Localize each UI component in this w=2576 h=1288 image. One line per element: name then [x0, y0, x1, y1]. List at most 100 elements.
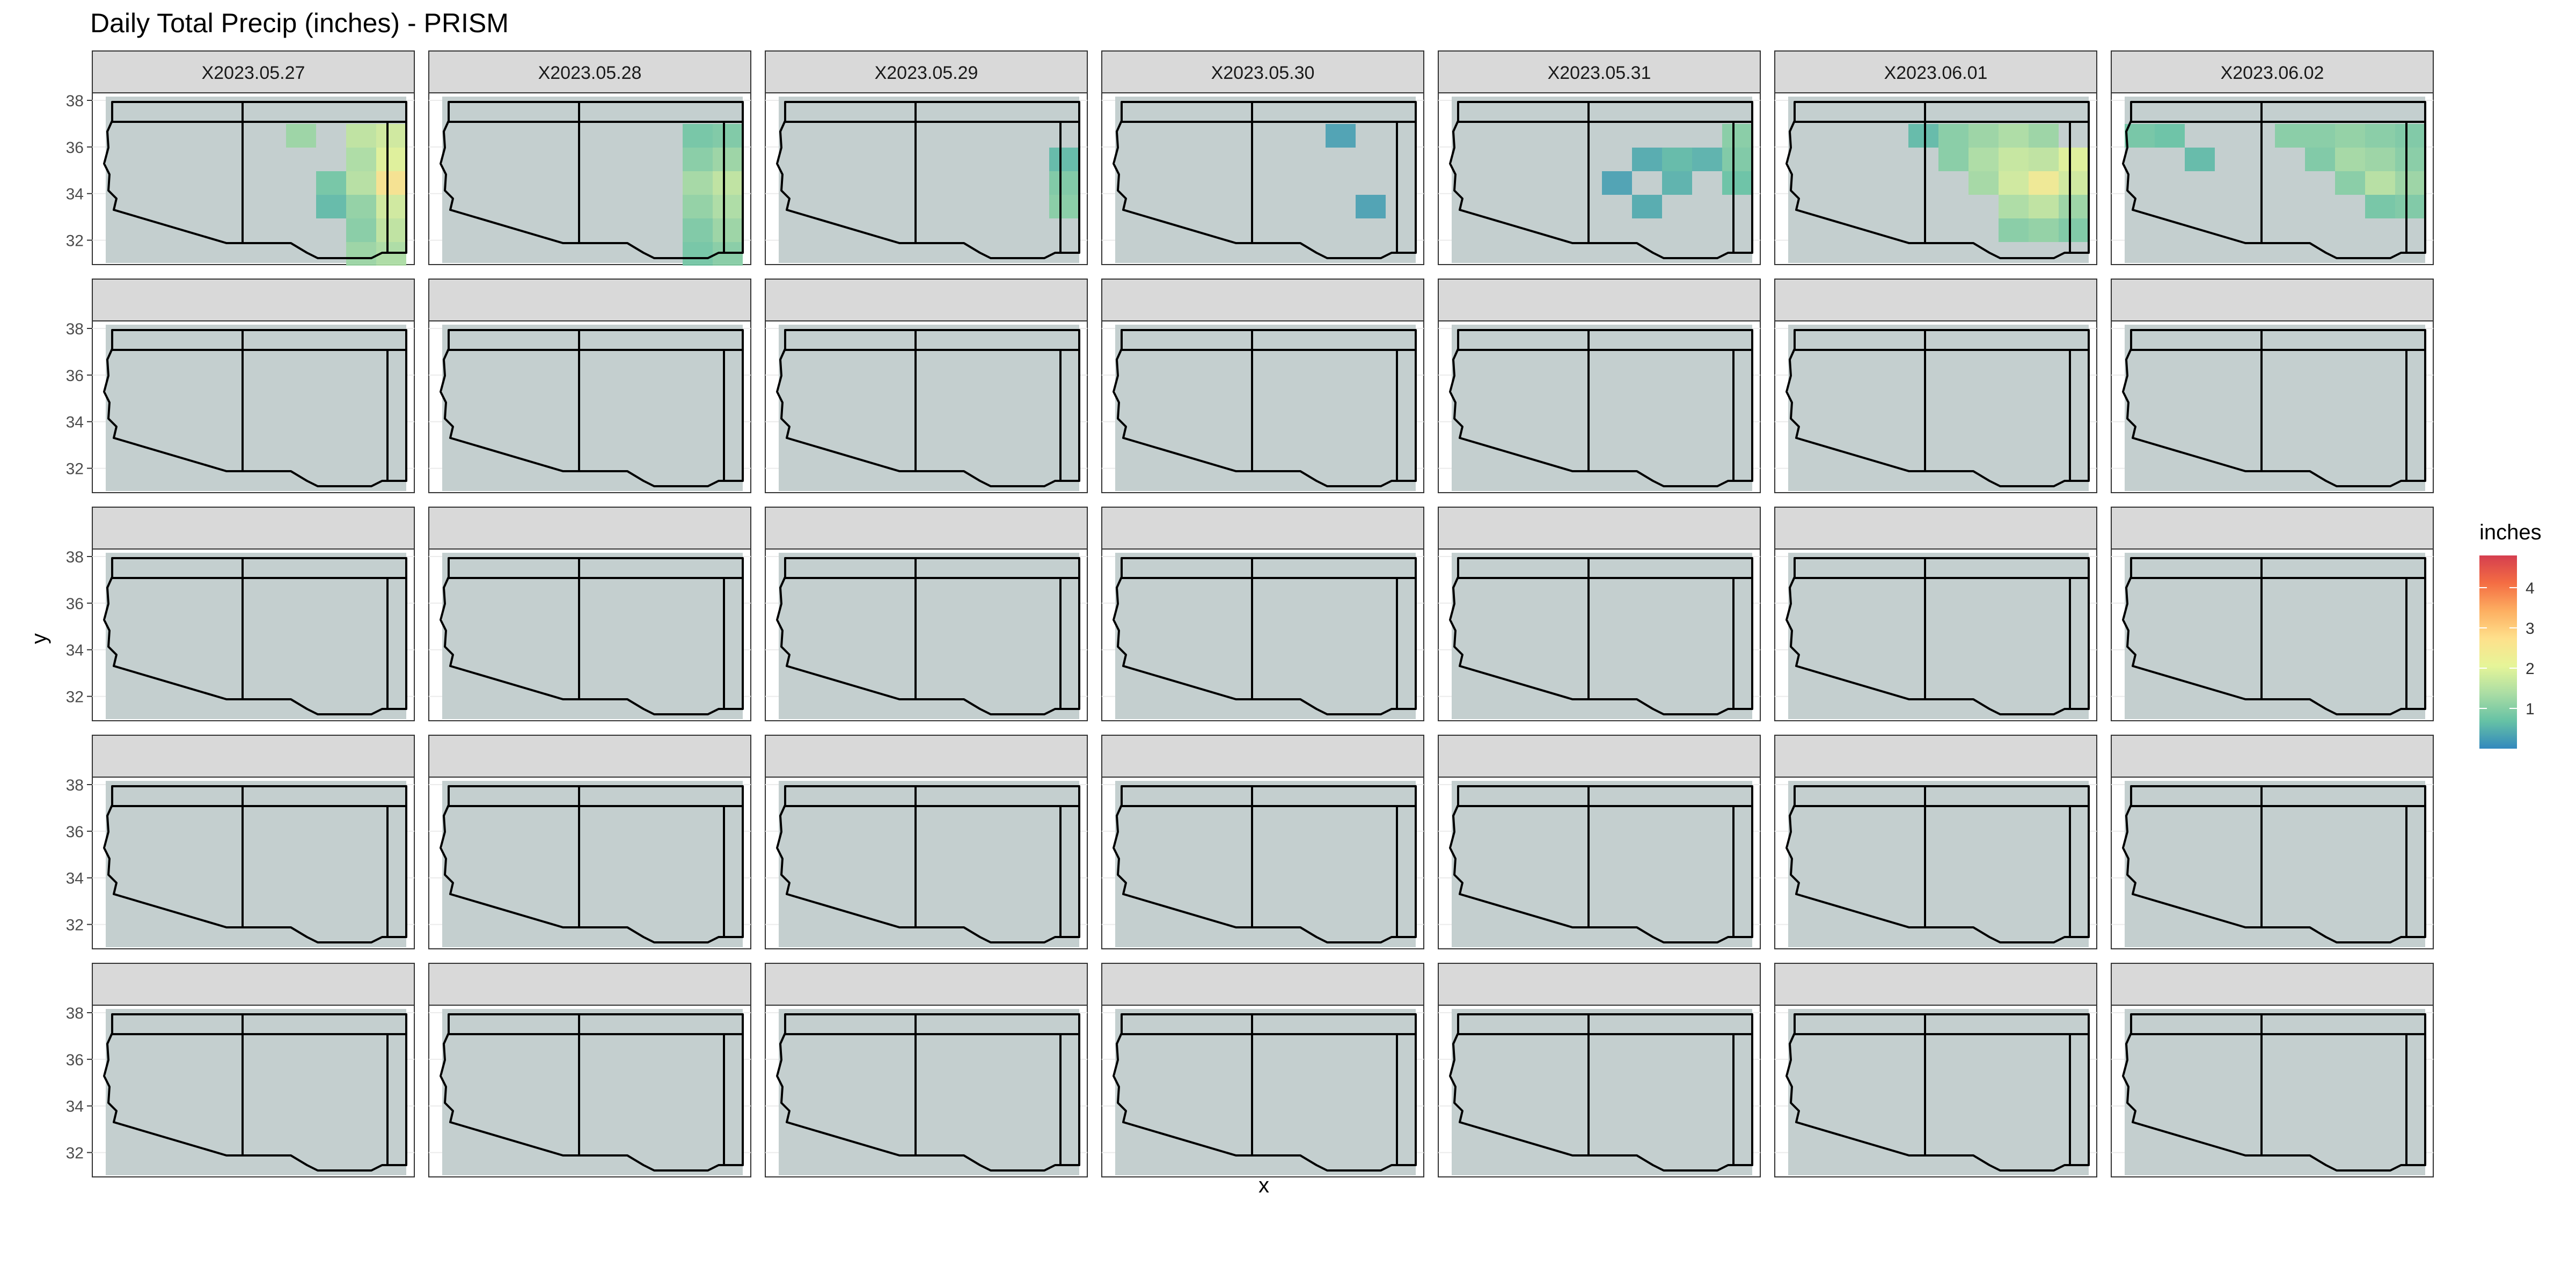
precip-cell [1692, 148, 1722, 171]
precip-cell [2059, 171, 2089, 195]
map-region [106, 781, 406, 947]
precip-cell [2029, 218, 2059, 242]
y-tick-label: 36 [66, 1051, 84, 1069]
facet-strip [765, 279, 1088, 321]
map-region [2125, 325, 2425, 491]
precip-cell [2305, 124, 2335, 148]
precip-cell [346, 124, 376, 148]
precip-cell [683, 218, 713, 242]
precip-cell [1999, 124, 2029, 148]
map-region [779, 1009, 1079, 1175]
legend-colorbar [2479, 555, 2517, 749]
facet-strip [92, 507, 415, 550]
facet-strip-label: X2023.05.27 [202, 63, 305, 83]
precip-cell [2029, 195, 2059, 218]
precip-cell [286, 124, 316, 148]
facet-panel: X2023.06.02 [2111, 50, 2434, 265]
state-boundary-arizona [1113, 101, 1417, 259]
map-region [1115, 553, 1416, 719]
map-region [1452, 553, 1752, 719]
precip-cell [1662, 148, 1692, 171]
facet-strip-label: X2023.05.28 [538, 63, 642, 83]
facet-strip [765, 735, 1088, 778]
map-region [1788, 781, 2089, 947]
y-tick-label: 34 [66, 642, 84, 660]
facet-strip-label: X2023.05.30 [1211, 63, 1315, 83]
precip-cell [316, 171, 346, 195]
facet-panel [428, 735, 751, 949]
facet-strip [1774, 507, 2097, 550]
state-boundary-arizona [776, 1013, 1080, 1172]
state-boundary-arizona [1785, 785, 2090, 943]
map-region [1788, 325, 2089, 491]
map-region [1115, 325, 1416, 491]
facet-panel [765, 963, 1088, 1177]
facet-panel: 32 34 36 38 [66, 963, 415, 1177]
precip-cell [1662, 171, 1692, 195]
precip-cell [1938, 148, 1968, 171]
state-boundary-arizona [103, 785, 407, 943]
facet-panel [1101, 963, 1424, 1177]
facet-strip [765, 963, 1088, 1006]
precip-cell [2365, 171, 2395, 195]
precip-cell [1968, 171, 1999, 195]
precip-cell [2305, 148, 2335, 171]
facet-panel [2111, 507, 2434, 721]
map-region [442, 553, 743, 719]
map-region [442, 325, 743, 491]
facet-strip [428, 963, 751, 1006]
legend-tick-label: 3 [2526, 620, 2535, 638]
state-boundary-arizona [2122, 101, 2426, 259]
facet-panel: X2023.05.31 [1438, 50, 1761, 265]
precip-cell [2275, 124, 2305, 148]
facet-panel [1101, 507, 1424, 721]
facet-strip [1438, 50, 1761, 93]
facet-panel: X2023.05.29 [765, 50, 1088, 265]
precip-cell [376, 171, 406, 195]
precip-cell [1632, 195, 1662, 218]
precip-cell [2059, 218, 2089, 242]
state-boundary-arizona [776, 329, 1080, 487]
map-region [779, 553, 1079, 719]
precip-cell [1722, 148, 1752, 171]
facet-strip [428, 50, 751, 93]
state-boundary-arizona [1785, 329, 2090, 487]
facet-strip [2111, 735, 2434, 778]
facet-strip [92, 963, 415, 1006]
precip-cell [346, 148, 376, 171]
state-boundary-arizona [1449, 557, 1753, 715]
map-region [2125, 553, 2425, 719]
precip-cell [713, 195, 743, 218]
map-region [1452, 325, 1752, 491]
legend-title: inches [2479, 521, 2542, 544]
facet-panel [1774, 735, 2097, 949]
facet-strip-label: X2023.06.02 [2221, 63, 2324, 83]
state-boundary-arizona [1785, 557, 2090, 715]
state-boundary-arizona [776, 785, 1080, 943]
precip-cell [1938, 124, 1968, 148]
precip-cell [2365, 148, 2395, 171]
precip-cell [376, 124, 406, 148]
y-tick-label: 38 [66, 548, 84, 566]
map-region [1115, 1009, 1416, 1175]
y-tick-label: 36 [66, 139, 84, 157]
y-tick-label: 38 [66, 1005, 84, 1022]
facet-panel [1774, 963, 2097, 1177]
precip-cell [683, 195, 713, 218]
state-boundary-arizona [440, 785, 744, 943]
state-boundary-arizona [440, 557, 744, 715]
facet-panel [1438, 507, 1761, 721]
precip-cell [376, 148, 406, 171]
y-tick-label: 34 [66, 186, 84, 203]
map-region [1788, 1009, 2089, 1175]
precip-cell [1356, 195, 1386, 218]
state-boundary-arizona [103, 557, 407, 715]
precip-cell [316, 195, 346, 218]
facet-strip [1774, 735, 2097, 778]
precip-cell [376, 195, 406, 218]
y-axis-label: y [27, 633, 51, 644]
precip-cell [713, 148, 743, 171]
facet-panel: X2023.05.30 [1101, 50, 1424, 265]
facet-panel: X2023.05.28 [428, 50, 751, 266]
state-boundary-arizona [1449, 329, 1753, 487]
